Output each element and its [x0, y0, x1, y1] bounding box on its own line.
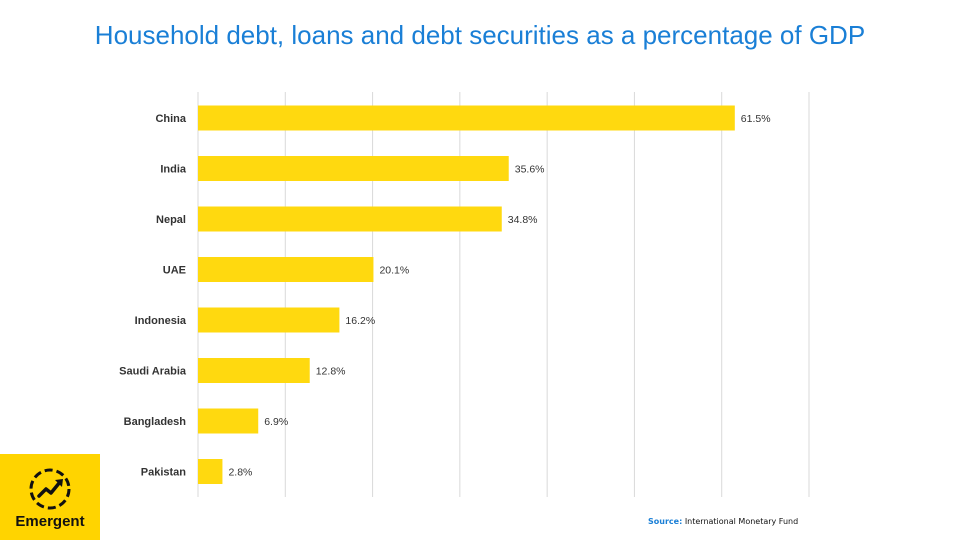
trend-up-icon — [29, 468, 71, 510]
data-label: 34.8% — [508, 214, 538, 226]
source-note: Source: International Monetary Fund — [648, 517, 798, 526]
chart-title: Household debt, loans and debt securitie… — [94, 20, 866, 50]
data-label: 35.6% — [515, 164, 545, 176]
category-labels: China India Nepal UAE Indonesia Saudi Arabia B… — [119, 113, 187, 479]
value-labels: 61.5% 35.6% 34.8% 20.1% 16.2% 12.8% 6.9% 2.8% — [228, 113, 770, 479]
data-label: 16.2% — [345, 315, 375, 327]
category-label: India — [160, 164, 187, 176]
bar — [198, 408, 259, 434]
data-label: 20.1% — [379, 265, 409, 277]
bar — [198, 358, 310, 383]
bar — [198, 307, 340, 333]
bar — [198, 206, 502, 232]
brand-logo: Emergent — [0, 454, 100, 540]
bars — [198, 105, 735, 484]
category-label: China — [155, 113, 186, 125]
bar — [198, 459, 223, 484]
category-label: Saudi Arabia — [119, 366, 187, 378]
brand-name: Emergent — [15, 513, 85, 530]
category-label: Indonesia — [135, 315, 187, 327]
category-label: UAE — [163, 265, 186, 277]
data-label: 61.5% — [741, 113, 771, 125]
gridlines — [197, 92, 810, 497]
data-label: 6.9% — [264, 416, 288, 428]
category-label: Nepal — [156, 214, 186, 226]
source-text: International Monetary Fund — [684, 517, 799, 526]
category-label: Pakistan — [141, 467, 187, 479]
bar — [198, 156, 509, 181]
bar — [198, 105, 735, 131]
source-label: Source: — [648, 517, 683, 526]
data-label: 12.8% — [316, 366, 346, 378]
data-label: 2.8% — [228, 467, 252, 479]
bar — [198, 257, 374, 282]
category-label: Bangladesh — [124, 416, 187, 428]
